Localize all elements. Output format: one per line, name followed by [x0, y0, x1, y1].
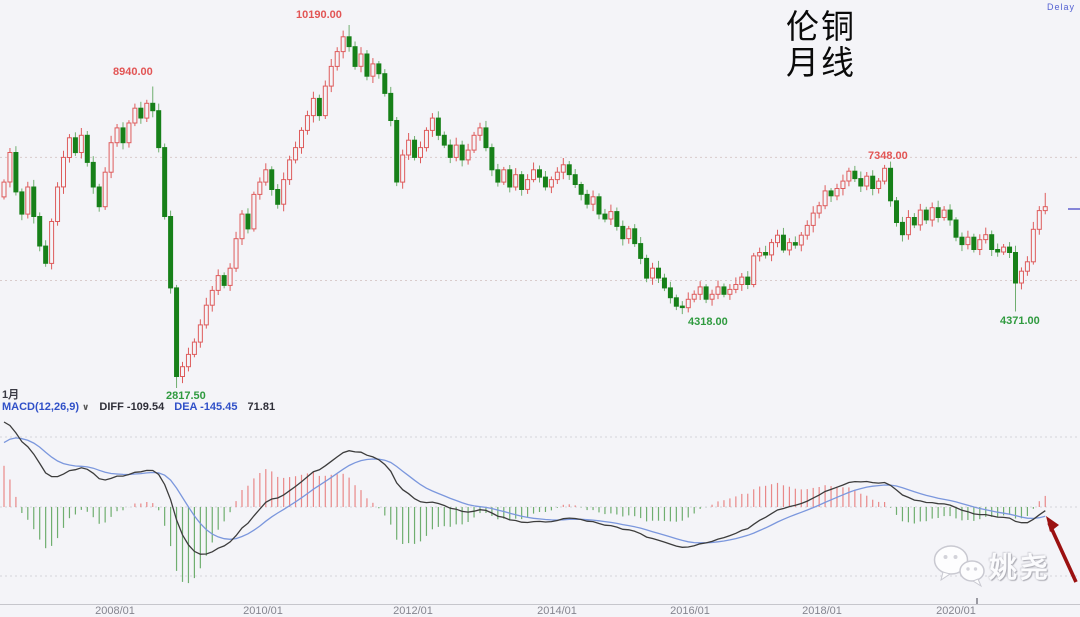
delay-badge: Delay: [1046, 2, 1075, 12]
x-axis-label: 2014/01: [537, 605, 577, 617]
label-low-4318: 4318.00: [688, 316, 728, 328]
chevron-down-icon[interactable]: ∨: [82, 402, 90, 412]
x-axis-line: [0, 604, 1080, 605]
label-low-2817: 2817.50: [166, 390, 206, 402]
x-axis-label: 2016/01: [670, 605, 710, 617]
x-axis-label: 2010/01: [243, 605, 283, 617]
x-axis-label: 2018/01: [802, 605, 842, 617]
candlestick-price-chart: [0, 25, 1080, 388]
label-high-7348: 7348.00: [868, 150, 908, 162]
indicator-name[interactable]: MACD(12,26,9): [2, 401, 80, 413]
watermark: 姚尧: [931, 543, 1051, 589]
last-price-marker: [1068, 208, 1080, 210]
x-axis-tick: [976, 598, 978, 604]
label-low-4371: 4371.00: [1000, 315, 1040, 327]
diff-value: DIFF -109.54: [99, 401, 165, 413]
label-high-10190: 10190.00: [296, 9, 342, 21]
macd-bar-value: 71.81: [247, 401, 276, 413]
annotation-arrow: [1046, 516, 1078, 583]
x-axis-label: 2012/01: [393, 605, 433, 617]
indicator-settings-bar: MACD(12,26,9) ∨ DIFF -109.54 DEA -145.45 …: [2, 401, 282, 413]
x-axis-label: 2020/01: [936, 605, 976, 617]
macd-indicator-chart: [0, 421, 1080, 584]
dea-value: DEA -145.45: [174, 401, 238, 413]
wechat-icon: [933, 545, 985, 588]
watermark-text: 姚尧: [989, 552, 1052, 583]
current-period-label: 1月: [2, 389, 20, 401]
period-name: 月线: [786, 46, 856, 82]
page-title: 伦铜 月线: [786, 10, 856, 82]
label-high-8940: 8940.00: [113, 66, 153, 78]
x-axis-label: 2008/01: [95, 605, 135, 617]
instrument-name: 伦铜: [786, 10, 856, 46]
